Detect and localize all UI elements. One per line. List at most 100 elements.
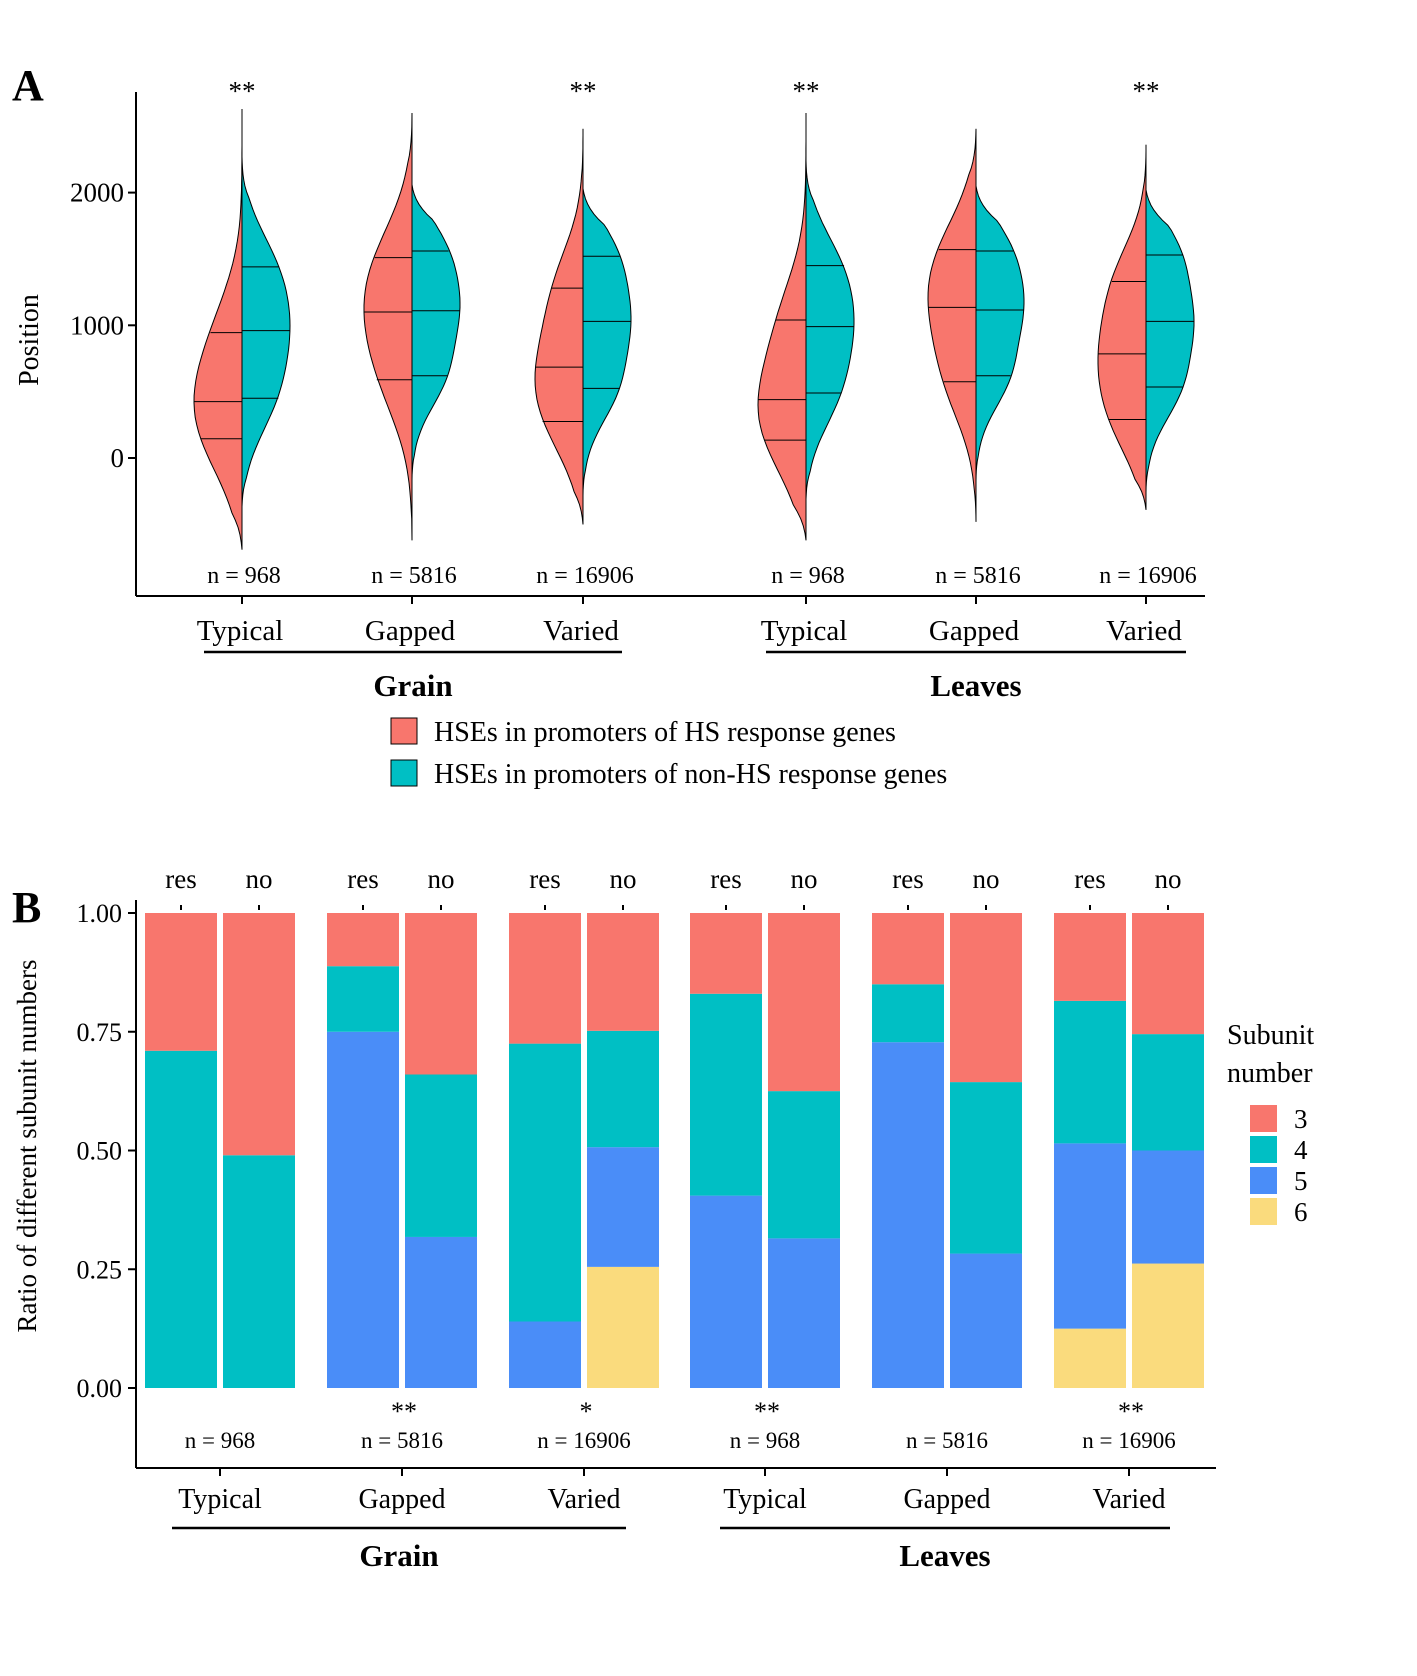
b-bar-top-label-res: res — [710, 864, 741, 894]
a-legend-swatch-hs — [390, 717, 418, 745]
b-bar-segment-res-subunit-4 — [872, 984, 944, 1043]
b-n-label: n = 5816 — [361, 1428, 443, 1453]
b-bar-segment-no-subunit-4 — [405, 1074, 477, 1237]
a-tissue-label: Leaves — [930, 668, 1021, 703]
b-bar-segment-res-subunit-6 — [1054, 1328, 1126, 1388]
a-x-tick-label: Varied — [1106, 615, 1182, 647]
a-violin-left-hs — [757, 112, 807, 541]
b-bar-segment-res-subunit-5 — [872, 1042, 944, 1388]
a-y-tick-label: 2000 — [70, 178, 124, 208]
b-bar-segment-no-subunit-5 — [587, 1147, 659, 1267]
b-bar-top-label-res: res — [1074, 864, 1105, 894]
a-violin-right-nonhs — [241, 156, 291, 507]
b-bar-segment-no-subunit-4 — [1132, 1034, 1204, 1151]
a-violin-right-nonhs — [582, 188, 632, 496]
b-y-tick-label: 0.75 — [77, 1018, 123, 1047]
b-bar-segment-res-subunit-4 — [1054, 1000, 1126, 1144]
b-bar-segment-no-subunit-6 — [587, 1266, 659, 1388]
b-bar-segment-res-subunit-4 — [509, 1043, 581, 1322]
b-bar-segment-res-subunit-5 — [509, 1321, 581, 1388]
b-legend-label-6: 6 — [1294, 1197, 1308, 1227]
a-n-label: n = 5816 — [935, 563, 1021, 589]
b-bar-top-label-no: no — [791, 864, 818, 894]
a-n-label: n = 5816 — [371, 563, 457, 589]
b-significance-mark: ** — [754, 1397, 780, 1426]
b-x-tick-label: Typical — [723, 1484, 807, 1515]
a-legend-label-hs: HSEs in promoters of HS response genes — [434, 717, 896, 748]
a-n-label: n = 968 — [207, 563, 281, 589]
b-bar-segment-no-subunit-3 — [587, 913, 659, 1031]
b-legend-swatch-3 — [1250, 1105, 1277, 1132]
b-y-tick-label: 0.50 — [77, 1137, 123, 1166]
b-bar-segment-res-subunit-3 — [509, 913, 581, 1044]
b-n-label: n = 968 — [730, 1428, 800, 1453]
b-x-tick-label: Typical — [178, 1484, 262, 1515]
a-violin-right-nonhs — [975, 185, 1025, 481]
b-bar-top-label-res: res — [892, 864, 923, 894]
a-x-tick-label: Typical — [761, 615, 848, 647]
b-bar-segment-no-subunit-5 — [950, 1253, 1022, 1388]
b-y-axis-label: Ratio of different subunit numbers — [12, 960, 42, 1333]
b-x-tick-label: Varied — [547, 1484, 620, 1515]
b-x-tick-label: Gapped — [903, 1484, 990, 1515]
b-bar-segment-no-subunit-5 — [1132, 1150, 1204, 1264]
b-n-label: n = 16906 — [537, 1428, 630, 1453]
b-bar-segment-res-subunit-3 — [872, 913, 944, 985]
panel-a-letter: A — [12, 61, 44, 110]
b-bar-top-label-res: res — [165, 864, 196, 894]
b-legend-swatch-6 — [1250, 1198, 1277, 1225]
a-tissue-label: Grain — [373, 668, 452, 703]
b-bar-segment-no-subunit-5 — [405, 1236, 477, 1388]
b-x-tick-label: Gapped — [358, 1484, 445, 1515]
a-x-tick-label: Gapped — [365, 615, 456, 647]
b-bar-segment-res-subunit-5 — [690, 1195, 762, 1388]
b-legend-title-line1: Subunit — [1227, 1020, 1314, 1051]
b-bar-segment-no-subunit-3 — [1132, 913, 1204, 1035]
b-bar-top-label-res: res — [347, 864, 378, 894]
a-violin-left-hs — [927, 128, 977, 522]
b-y-tick-label: 1.00 — [77, 899, 123, 928]
b-n-label: n = 16906 — [1082, 1428, 1175, 1453]
panel-b-letter: B — [12, 883, 41, 932]
a-legend-label-nonhs: HSEs in promoters of non-HS response gen… — [434, 759, 947, 790]
b-bar-segment-no-subunit-4 — [950, 1082, 1022, 1254]
b-x-tick-label: Varied — [1092, 1484, 1165, 1515]
b-bar-top-label-res: res — [529, 864, 560, 894]
b-bar-segment-no-subunit-3 — [950, 913, 1022, 1083]
b-legend-title-line2: number — [1227, 1058, 1313, 1089]
a-violin-left-hs — [193, 108, 243, 550]
b-y-tick-label: 0.25 — [77, 1255, 123, 1284]
b-bar-segment-no-subunit-4 — [587, 1030, 659, 1148]
b-legend-label-3: 3 — [1294, 1104, 1308, 1134]
panel-a-violin-chart: 0 1000 2000 Position ** n = 968 Typical n = 581… — [14, 76, 1205, 790]
b-bar-top-label-no: no — [973, 864, 1000, 894]
b-legend-swatch-4 — [1250, 1136, 1277, 1163]
a-violin-right-nonhs — [411, 184, 461, 480]
a-y-tick-label: 1000 — [70, 310, 124, 340]
a-significance-mark: ** — [1133, 76, 1160, 106]
a-n-label: n = 16906 — [1099, 563, 1197, 589]
b-bar-top-label-no: no — [610, 864, 637, 894]
a-x-tick-label: Typical — [197, 615, 284, 647]
a-y-tick-label: 0 — [111, 443, 125, 473]
b-bar-top-label-no: no — [1155, 864, 1182, 894]
b-bar-segment-res-subunit-3 — [690, 913, 762, 994]
a-violin-left-hs — [534, 128, 584, 525]
b-bar-segment-res-subunit-4 — [327, 966, 399, 1032]
b-legend-label-4: 4 — [1294, 1135, 1308, 1165]
b-bar-segment-res-subunit-5 — [327, 1031, 399, 1388]
b-bar-segment-res-subunit-3 — [145, 913, 217, 1051]
b-bar-segment-no-subunit-4 — [223, 1155, 295, 1388]
a-significance-mark: ** — [793, 76, 820, 106]
b-bar-segment-res-subunit-3 — [1054, 913, 1126, 1001]
b-legend-label-5: 5 — [1294, 1166, 1308, 1196]
b-n-label: n = 968 — [185, 1428, 255, 1453]
a-x-tick-label: Varied — [543, 615, 619, 647]
a-violin-left-hs — [1097, 144, 1147, 510]
b-bar-segment-no-subunit-5 — [768, 1238, 840, 1388]
b-y-tick-label: 0.00 — [77, 1374, 123, 1403]
b-tissue-label: Leaves — [899, 1538, 990, 1573]
b-bar-segment-no-subunit-6 — [1132, 1263, 1204, 1388]
b-bar-segment-res-subunit-4 — [145, 1050, 217, 1388]
